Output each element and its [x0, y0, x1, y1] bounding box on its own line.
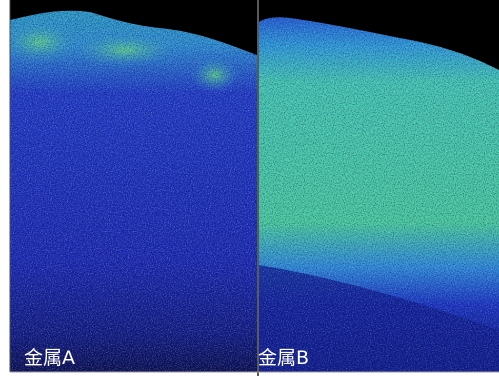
panel-a: [0, 0, 257, 372]
panel-label: 金属B: [258, 347, 309, 369]
panel-label: 金属A: [24, 347, 75, 369]
noise: [259, 0, 499, 372]
panel-b: [259, 0, 499, 372]
element-maps: 金属A 金属B: [0, 0, 499, 376]
noise: [10, 0, 257, 372]
